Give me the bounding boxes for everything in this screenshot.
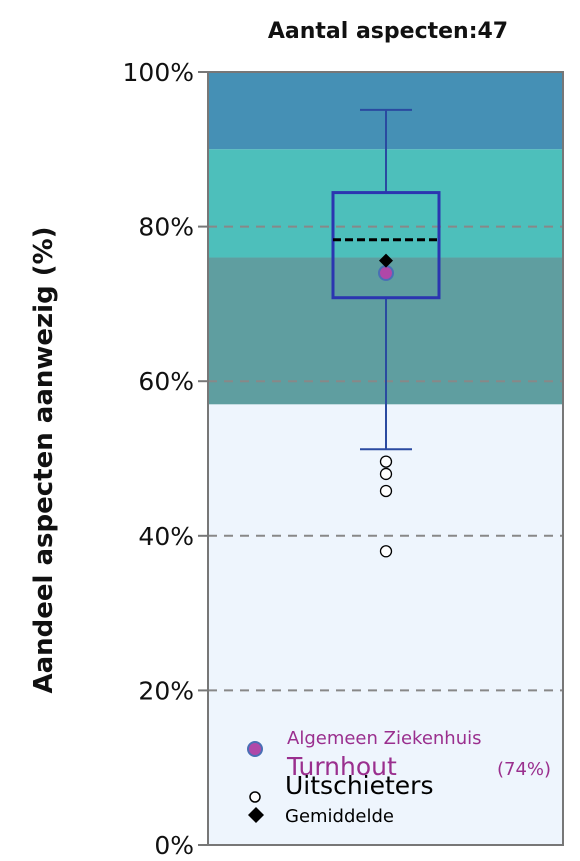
y-tick-label-3: 60% <box>138 367 194 396</box>
hospital-marker <box>378 264 394 281</box>
outlier-point-2 <box>379 484 393 498</box>
outlier-point-0 <box>379 455 393 468</box>
y-axis-label: Aandeel aspecten aanwezig (%) <box>29 226 59 693</box>
legend-hospital-value: (74%) <box>497 759 551 780</box>
iqr-box <box>331 191 441 300</box>
mean-marker <box>379 253 393 268</box>
legend-hospital-line1: Algemeen Ziekenhuis <box>287 728 482 749</box>
y-tick-label-2: 40% <box>138 522 194 551</box>
chart-title: Aantal aspecten:47 <box>268 19 508 44</box>
outlier-point-1 <box>379 467 393 481</box>
legend: Algemeen Ziekenhuis Turnhout (74%) Uitsc… <box>247 728 551 827</box>
plot-border <box>207 71 564 846</box>
legend-outliers-label: Uitschieters <box>285 771 433 800</box>
legend-hospital-marker <box>247 741 263 757</box>
box-plot <box>331 108 441 558</box>
legend-mean-marker <box>248 807 264 823</box>
y-tick-label-5: 100% <box>123 58 194 87</box>
y-tick-label-1: 20% <box>138 676 194 705</box>
y-axis-ticks: 0% 20% 40% 60% 80% 100% <box>123 58 208 860</box>
y-tick-label-4: 80% <box>138 213 194 242</box>
legend-mean-label: Gemiddelde <box>285 806 394 827</box>
outlier-point-3 <box>379 545 393 558</box>
plot-frame <box>207 71 564 846</box>
y-tick-label-0: 0% <box>154 831 194 860</box>
legend-outlier-marker <box>249 791 261 803</box>
legend-hospital-line2: Turnhout <box>286 752 397 781</box>
